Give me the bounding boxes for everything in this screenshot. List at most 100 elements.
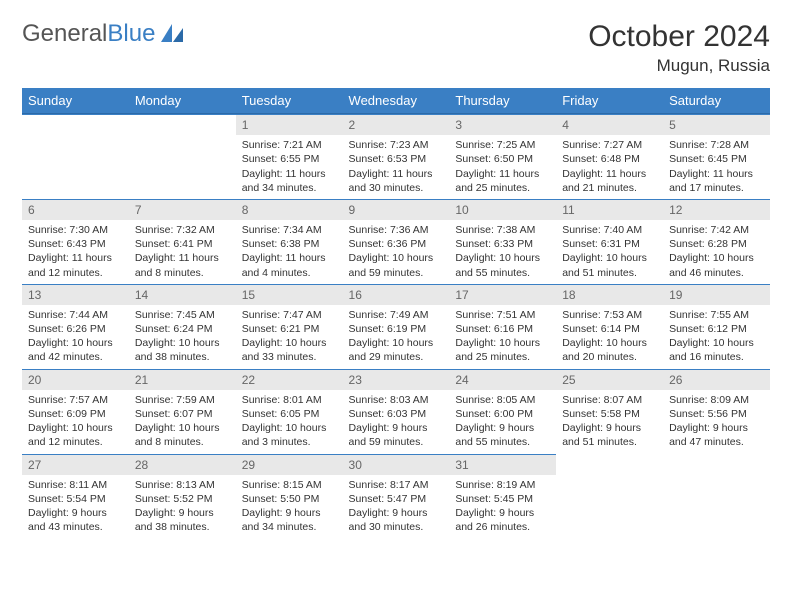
calendar-day: 12Sunrise: 7:42 AMSunset: 6:28 PMDayligh… [663,199,770,284]
calendar-day: 31Sunrise: 8:19 AMSunset: 5:45 PMDayligh… [449,454,556,539]
day-number: 22 [236,369,343,390]
day-header: Monday [129,88,236,114]
calendar-body: 1Sunrise: 7:21 AMSunset: 6:55 PMDaylight… [22,114,770,539]
calendar-day: 23Sunrise: 8:03 AMSunset: 6:03 PMDayligh… [343,369,450,454]
day-number: 2 [343,114,450,135]
day-content: Sunrise: 7:57 AMSunset: 6:09 PMDaylight:… [22,390,129,454]
day-header: Wednesday [343,88,450,114]
calendar-day: 17Sunrise: 7:51 AMSunset: 6:16 PMDayligh… [449,284,556,369]
calendar-empty [22,114,129,199]
day-number: 9 [343,199,450,220]
day-content: Sunrise: 7:55 AMSunset: 6:12 PMDaylight:… [663,305,770,369]
day-number: 31 [449,454,556,475]
day-content: Sunrise: 7:40 AMSunset: 6:31 PMDaylight:… [556,220,663,284]
day-content: Sunrise: 7:30 AMSunset: 6:43 PMDaylight:… [22,220,129,284]
day-content: Sunrise: 8:05 AMSunset: 6:00 PMDaylight:… [449,390,556,454]
calendar-day: 22Sunrise: 8:01 AMSunset: 6:05 PMDayligh… [236,369,343,454]
day-header: Thursday [449,88,556,114]
day-number: 15 [236,284,343,305]
calendar-empty [129,114,236,199]
calendar-empty [556,454,663,539]
day-content: Sunrise: 7:38 AMSunset: 6:33 PMDaylight:… [449,220,556,284]
calendar-day: 5Sunrise: 7:28 AMSunset: 6:45 PMDaylight… [663,114,770,199]
day-number: 14 [129,284,236,305]
calendar-day: 24Sunrise: 8:05 AMSunset: 6:00 PMDayligh… [449,369,556,454]
day-header: Sunday [22,88,129,114]
day-header: Tuesday [236,88,343,114]
day-number: 26 [663,369,770,390]
day-content: Sunrise: 8:15 AMSunset: 5:50 PMDaylight:… [236,475,343,539]
day-content: Sunrise: 7:51 AMSunset: 6:16 PMDaylight:… [449,305,556,369]
calendar-day: 3Sunrise: 7:25 AMSunset: 6:50 PMDaylight… [449,114,556,199]
calendar-day: 11Sunrise: 7:40 AMSunset: 6:31 PMDayligh… [556,199,663,284]
day-number: 18 [556,284,663,305]
day-content: Sunrise: 8:17 AMSunset: 5:47 PMDaylight:… [343,475,450,539]
logo-sail-icon [159,22,185,44]
day-number: 25 [556,369,663,390]
calendar-day: 20Sunrise: 7:57 AMSunset: 6:09 PMDayligh… [22,369,129,454]
day-number: 1 [236,114,343,135]
day-content: Sunrise: 7:32 AMSunset: 6:41 PMDaylight:… [129,220,236,284]
calendar-day: 25Sunrise: 8:07 AMSunset: 5:58 PMDayligh… [556,369,663,454]
calendar-day: 18Sunrise: 7:53 AMSunset: 6:14 PMDayligh… [556,284,663,369]
day-content: Sunrise: 7:53 AMSunset: 6:14 PMDaylight:… [556,305,663,369]
day-content: Sunrise: 7:44 AMSunset: 6:26 PMDaylight:… [22,305,129,369]
day-content: Sunrise: 7:45 AMSunset: 6:24 PMDaylight:… [129,305,236,369]
calendar-day: 2Sunrise: 7:23 AMSunset: 6:53 PMDaylight… [343,114,450,199]
day-number: 16 [343,284,450,305]
day-content: Sunrise: 8:13 AMSunset: 5:52 PMDaylight:… [129,475,236,539]
title-block: October 2024 Mugun, Russia [588,20,770,76]
calendar-day: 13Sunrise: 7:44 AMSunset: 6:26 PMDayligh… [22,284,129,369]
day-content: Sunrise: 7:25 AMSunset: 6:50 PMDaylight:… [449,135,556,199]
day-number: 23 [343,369,450,390]
day-content: Sunrise: 7:36 AMSunset: 6:36 PMDaylight:… [343,220,450,284]
day-content: Sunrise: 7:21 AMSunset: 6:55 PMDaylight:… [236,135,343,199]
calendar-day: 26Sunrise: 8:09 AMSunset: 5:56 PMDayligh… [663,369,770,454]
day-number: 24 [449,369,556,390]
logo: GeneralBlue [22,20,185,48]
calendar-day: 28Sunrise: 8:13 AMSunset: 5:52 PMDayligh… [129,454,236,539]
calendar-day: 9Sunrise: 7:36 AMSunset: 6:36 PMDaylight… [343,199,450,284]
day-content: Sunrise: 7:59 AMSunset: 6:07 PMDaylight:… [129,390,236,454]
calendar-empty [663,454,770,539]
day-header: Friday [556,88,663,114]
calendar-day: 1Sunrise: 7:21 AMSunset: 6:55 PMDaylight… [236,114,343,199]
calendar-day: 10Sunrise: 7:38 AMSunset: 6:33 PMDayligh… [449,199,556,284]
calendar-day: 4Sunrise: 7:27 AMSunset: 6:48 PMDaylight… [556,114,663,199]
day-header: Saturday [663,88,770,114]
day-content: Sunrise: 7:23 AMSunset: 6:53 PMDaylight:… [343,135,450,199]
day-content: Sunrise: 8:11 AMSunset: 5:54 PMDaylight:… [22,475,129,539]
location: Mugun, Russia [588,56,770,76]
day-number: 11 [556,199,663,220]
logo-text-2: Blue [107,20,155,48]
day-number: 12 [663,199,770,220]
day-number: 13 [22,284,129,305]
day-number: 30 [343,454,450,475]
day-number: 28 [129,454,236,475]
logo-text-1: General [22,20,107,48]
calendar-day: 8Sunrise: 7:34 AMSunset: 6:38 PMDaylight… [236,199,343,284]
day-number: 19 [663,284,770,305]
day-number: 29 [236,454,343,475]
calendar-day: 27Sunrise: 8:11 AMSunset: 5:54 PMDayligh… [22,454,129,539]
day-number: 4 [556,114,663,135]
day-content: Sunrise: 8:03 AMSunset: 6:03 PMDaylight:… [343,390,450,454]
calendar-day: 7Sunrise: 7:32 AMSunset: 6:41 PMDaylight… [129,199,236,284]
day-number: 20 [22,369,129,390]
day-number: 3 [449,114,556,135]
calendar-day: 14Sunrise: 7:45 AMSunset: 6:24 PMDayligh… [129,284,236,369]
day-content: Sunrise: 7:27 AMSunset: 6:48 PMDaylight:… [556,135,663,199]
day-content: Sunrise: 7:34 AMSunset: 6:38 PMDaylight:… [236,220,343,284]
calendar-table: SundayMondayTuesdayWednesdayThursdayFrid… [22,88,770,538]
header: GeneralBlue October 2024 Mugun, Russia [22,20,770,76]
day-number: 5 [663,114,770,135]
month-title: October 2024 [588,20,770,54]
day-number: 8 [236,199,343,220]
calendar-day: 30Sunrise: 8:17 AMSunset: 5:47 PMDayligh… [343,454,450,539]
calendar-day: 19Sunrise: 7:55 AMSunset: 6:12 PMDayligh… [663,284,770,369]
day-content: Sunrise: 7:49 AMSunset: 6:19 PMDaylight:… [343,305,450,369]
day-number: 7 [129,199,236,220]
calendar-day: 21Sunrise: 7:59 AMSunset: 6:07 PMDayligh… [129,369,236,454]
day-content: Sunrise: 8:07 AMSunset: 5:58 PMDaylight:… [556,390,663,454]
day-number: 17 [449,284,556,305]
